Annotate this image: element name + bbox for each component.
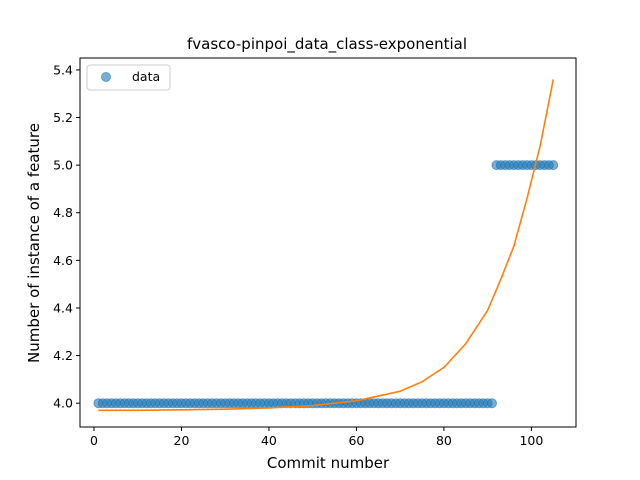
legend-box [86, 64, 171, 91]
plot-area [93, 79, 559, 412]
series-line-fit [98, 79, 555, 412]
x-tick-label: 40 [261, 433, 277, 448]
x-axis: 0 20 40 60 80 100 [90, 427, 543, 448]
x-tick-label: 100 [519, 433, 543, 448]
y-tick-label: 4.8 [53, 205, 73, 220]
data-point-90 [487, 398, 498, 409]
y-tick-label: 4.0 [53, 396, 73, 411]
x-tick-label: 80 [436, 433, 452, 448]
x-tick-label: 0 [90, 433, 98, 448]
y-tick-label: 5.4 [53, 62, 73, 77]
data-point-104 [548, 160, 559, 171]
y-axis-label: Number of instance of a feature [25, 123, 43, 363]
x-axis-label: Commit number [267, 454, 390, 472]
legend: data [86, 64, 171, 91]
y-tick-label: 4.2 [53, 348, 73, 363]
y-tick-label: 4.6 [53, 253, 73, 268]
x-tick-label: 20 [174, 433, 190, 448]
y-tick-label: 5.2 [53, 110, 73, 125]
y-axis: 4.0 4.2 4.4 4.6 4.8 5.0 5.2 5.4 [53, 62, 80, 411]
legend-label-data: data [132, 69, 160, 84]
y-tick-label: 4.4 [53, 300, 73, 315]
y-tick-label: 5.0 [53, 158, 73, 173]
x-tick-label: 60 [348, 433, 364, 448]
legend-marker-data [101, 72, 111, 82]
axes-frame [79, 57, 577, 428]
chart-title: fvasco-pinpoi_data_class-exponential [187, 35, 467, 54]
